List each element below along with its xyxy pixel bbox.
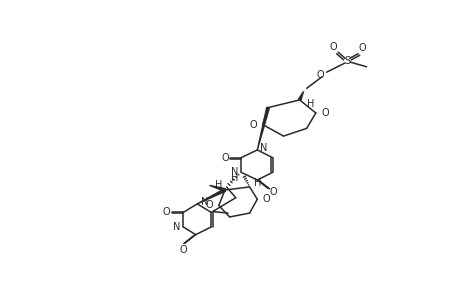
Text: O: O [262, 194, 270, 204]
Text: O: O [221, 153, 228, 163]
Polygon shape [209, 185, 225, 191]
Polygon shape [197, 189, 225, 204]
Text: N: N [230, 167, 238, 177]
Text: N: N [260, 143, 267, 153]
Text: N: N [201, 197, 208, 207]
Text: H: H [306, 99, 313, 109]
Text: H: H [215, 180, 222, 190]
Polygon shape [257, 107, 269, 150]
Text: O: O [249, 119, 257, 130]
Text: O: O [320, 108, 328, 118]
Polygon shape [298, 92, 303, 100]
Text: O: O [162, 207, 170, 217]
Text: S: S [344, 56, 350, 66]
Text: O: O [205, 200, 213, 210]
Text: H: H [230, 173, 238, 184]
Text: N: N [173, 222, 180, 232]
Text: O: O [269, 187, 277, 197]
Text: O: O [179, 245, 187, 255]
Text: O: O [316, 70, 324, 80]
Text: O: O [329, 42, 336, 52]
Text: H: H [253, 178, 260, 188]
Text: O: O [358, 43, 366, 53]
